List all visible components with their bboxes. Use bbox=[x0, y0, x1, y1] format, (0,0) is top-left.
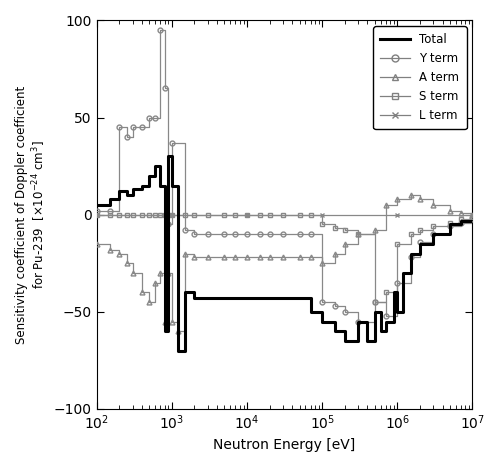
Legend: Total, Y term, A term, S term, L term: Total, Y term, A term, S term, L term bbox=[374, 27, 466, 129]
Y-axis label: Sensitivity coefficient of Doppler coefficient
for Pu-239  [$\times$10$^{-24}$ c: Sensitivity coefficient of Doppler coeff… bbox=[15, 85, 48, 344]
X-axis label: Neutron Energy [eV]: Neutron Energy [eV] bbox=[214, 438, 356, 452]
